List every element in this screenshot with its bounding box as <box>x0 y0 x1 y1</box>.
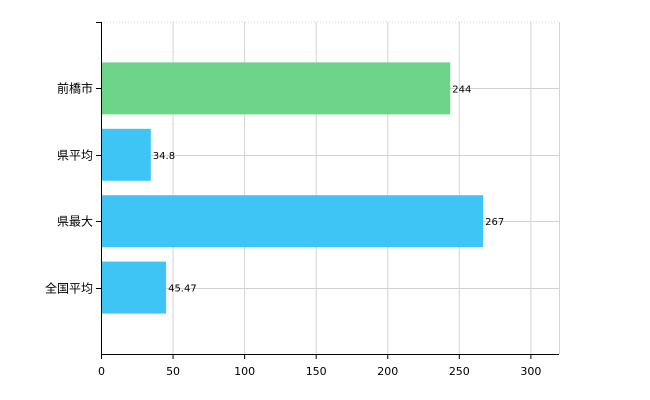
x-tick-label: 100 <box>234 365 255 378</box>
x-tick-label: 50 <box>166 365 180 378</box>
data-label: 45.47 <box>168 284 197 295</box>
data-label: 244 <box>452 84 471 95</box>
x-tick-label: 300 <box>520 365 541 378</box>
bar <box>102 62 451 115</box>
category-label: 県最大 <box>57 215 93 229</box>
bar <box>102 261 167 314</box>
x-tick-label: 250 <box>449 365 470 378</box>
x-tick-label: 200 <box>377 365 398 378</box>
x-tick-label: 150 <box>306 365 327 378</box>
x-tick-label: 0 <box>98 365 105 378</box>
axes-layer <box>96 22 559 359</box>
bar <box>102 195 484 248</box>
data-label: 267 <box>485 217 504 228</box>
category-label: 県平均 <box>57 149 93 163</box>
category-label: 前橋市 <box>57 81 93 96</box>
bars-layer <box>102 62 484 314</box>
data-label: 34.8 <box>153 151 175 162</box>
bar <box>102 128 151 181</box>
category-label: 全国平均 <box>45 281 93 296</box>
